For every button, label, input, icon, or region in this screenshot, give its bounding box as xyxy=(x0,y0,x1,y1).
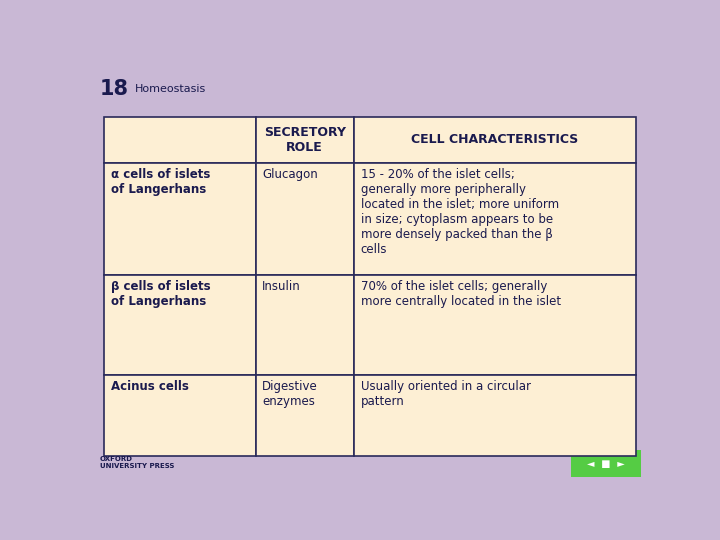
Bar xyxy=(90,446,648,481)
Bar xyxy=(104,117,256,163)
Text: Homeostasis: Homeostasis xyxy=(135,84,206,94)
Bar xyxy=(354,163,636,275)
Bar xyxy=(571,450,641,477)
Bar xyxy=(104,275,256,375)
Text: 18: 18 xyxy=(100,79,129,99)
Bar xyxy=(354,117,636,163)
Text: 70% of the islet cells; generally
more centrally located in the islet: 70% of the islet cells; generally more c… xyxy=(361,280,561,308)
Text: Digestive
enzymes: Digestive enzymes xyxy=(262,380,318,408)
Text: Usually oriented in a circular
pattern: Usually oriented in a circular pattern xyxy=(361,380,531,408)
Text: α cells of islets
of Langerhans: α cells of islets of Langerhans xyxy=(111,168,210,196)
Text: CELL CHARACTERISTICS: CELL CHARACTERISTICS xyxy=(411,133,578,146)
Text: Acinus cells: Acinus cells xyxy=(111,380,189,393)
Bar xyxy=(256,117,354,163)
Bar xyxy=(104,375,256,456)
Bar xyxy=(256,163,354,275)
Text: OXFORD
UNIVERSITY PRESS: OXFORD UNIVERSITY PRESS xyxy=(100,456,174,469)
Bar xyxy=(354,275,636,375)
Bar xyxy=(256,375,354,456)
Text: Glucagon: Glucagon xyxy=(262,168,318,181)
Text: β cells of islets
of Langerhans: β cells of islets of Langerhans xyxy=(111,280,210,308)
Text: Insulin: Insulin xyxy=(262,280,301,293)
Bar xyxy=(104,163,256,275)
Text: SECRETORY
ROLE: SECRETORY ROLE xyxy=(264,126,346,154)
Bar xyxy=(354,375,636,456)
Bar xyxy=(90,65,648,113)
Bar xyxy=(256,275,354,375)
Text: ◄  ■  ►: ◄ ■ ► xyxy=(587,459,625,469)
Text: 15 - 20% of the islet cells;
generally more peripherally
located in the islet; m: 15 - 20% of the islet cells; generally m… xyxy=(361,168,559,256)
